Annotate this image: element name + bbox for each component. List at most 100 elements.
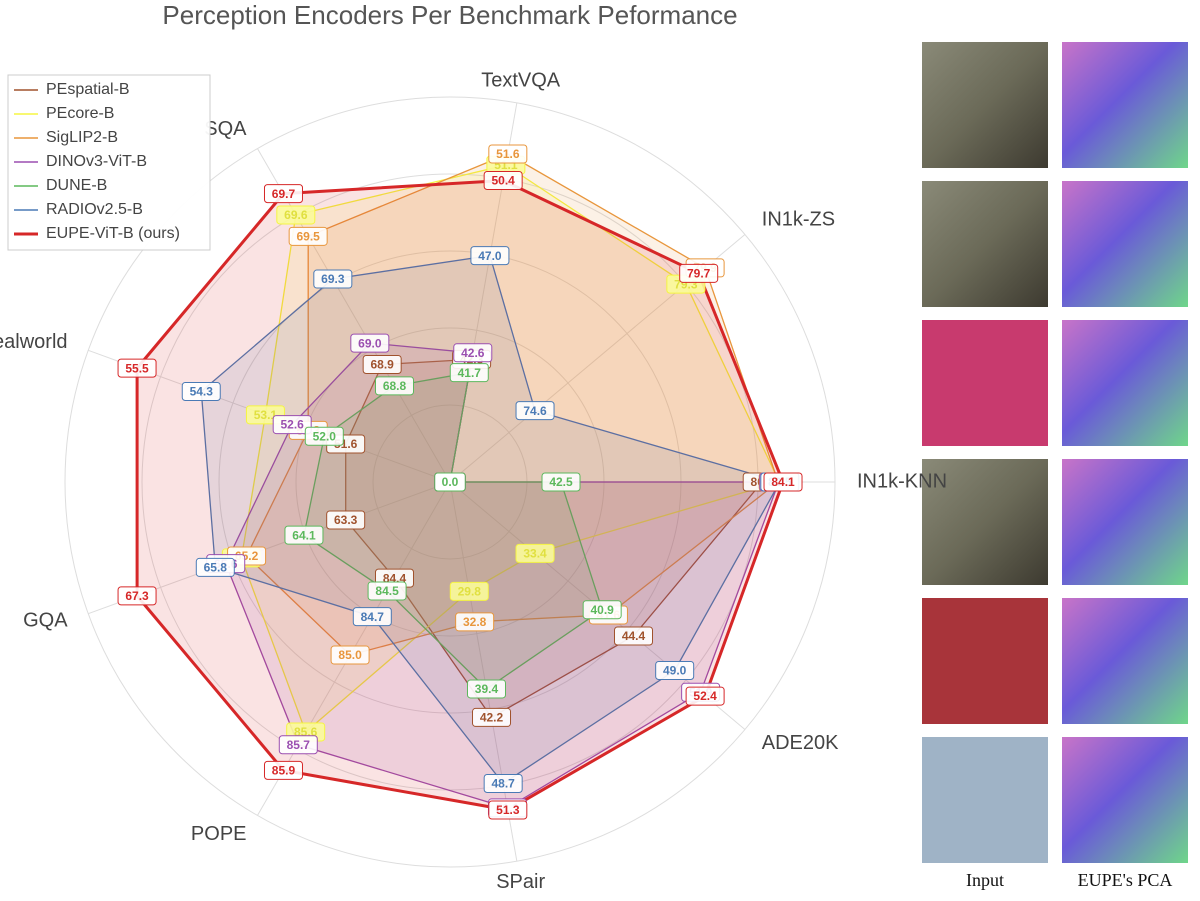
spoke [257, 148, 451, 483]
chart-title: Perception Encoders Per Benchmark Peform… [162, 0, 737, 30]
value-label-text: 51.3 [496, 803, 520, 817]
value-label-text: 29.8 [458, 584, 482, 598]
value-label: 42.6 [453, 343, 493, 363]
value-label: 85.9 [263, 760, 303, 780]
value-label-text: 42.5 [549, 475, 573, 489]
value-label: 68.8 [374, 376, 414, 396]
value-label: 41.7 [449, 363, 489, 383]
value-label-text: 48.7 [491, 777, 515, 791]
legend-label: PEspatial-B [46, 81, 130, 98]
axis-label: Realworld [0, 331, 68, 353]
value-label: 84.7 [352, 607, 392, 627]
value-label-box [278, 735, 318, 755]
axis-label: SQA [204, 118, 247, 140]
value-label-text: 65.8 [204, 561, 228, 575]
value-label-box [434, 472, 466, 492]
value-label-box [362, 355, 402, 375]
value-label-box [472, 707, 512, 727]
spoke [449, 481, 518, 862]
input-image [922, 598, 1048, 724]
value-label-box [263, 760, 303, 780]
value-label-text: 68.9 [370, 358, 394, 372]
value-label: 47.0 [470, 246, 510, 266]
value-label-text: 52.6 [281, 418, 305, 432]
value-label: 33.4 [515, 543, 555, 563]
caption: EUPE's PCA [1078, 870, 1173, 890]
value-label-text: 55.5 [125, 361, 149, 375]
value-label: 69.0 [350, 333, 390, 353]
value-label-box [655, 661, 695, 681]
legend-label: PEcore-B [46, 105, 114, 122]
value-label-box [483, 171, 523, 191]
value-label: 79.7 [679, 263, 719, 283]
pca-image [1062, 737, 1188, 863]
value-label: 51.6 [488, 144, 528, 164]
value-label-text: 63.3 [334, 513, 358, 527]
value-label-box [350, 333, 390, 353]
value-label-box [313, 269, 353, 289]
value-label-box [117, 586, 157, 606]
value-label: 32.8 [455, 612, 495, 632]
value-label-text: 85.9 [272, 764, 296, 778]
value-label-box [483, 774, 523, 794]
value-label-box [352, 607, 392, 627]
input-image [922, 459, 1048, 585]
value-label-box [470, 246, 510, 266]
pca-image [1062, 459, 1188, 585]
value-label-box [374, 376, 414, 396]
value-label: 50.4 [483, 171, 523, 191]
value-label: 48.7 [483, 774, 523, 794]
value-label: 69.6 [276, 205, 316, 225]
value-label-text: 85.7 [287, 738, 311, 752]
axis-label: IN1k-KNN [857, 470, 947, 492]
value-label-text: 69.7 [272, 187, 296, 201]
value-label-text: 54.3 [190, 385, 214, 399]
value-label: 40.9 [582, 600, 622, 620]
pca-image [1062, 181, 1188, 307]
input-image [922, 42, 1048, 168]
value-label-text: 39.4 [475, 682, 499, 696]
value-label-text: 69.3 [321, 272, 345, 286]
value-label-text: 41.7 [458, 366, 482, 380]
legend-label: EUPE-ViT-B (ours) [46, 225, 180, 242]
value-label: 84.5 [367, 581, 407, 601]
input-image [922, 320, 1048, 446]
value-label-box [117, 358, 157, 378]
value-label-box [488, 144, 528, 164]
axis-label: POPE [191, 823, 247, 845]
value-label-box [582, 600, 622, 620]
value-label: 42.2 [472, 707, 512, 727]
value-label-text: 69.0 [358, 336, 382, 350]
value-label: 52.0 [304, 426, 344, 446]
legend-box [7, 74, 211, 251]
value-label: 64.1 [284, 525, 324, 545]
value-label: 51.3 [488, 800, 528, 820]
value-label-text: 68.8 [383, 379, 407, 393]
value-label: 39.4 [466, 679, 506, 699]
value-label-box [455, 612, 495, 632]
value-label-text: 52.0 [313, 429, 337, 443]
value-label-text: 53.1 [254, 408, 278, 422]
axis-label: GQA [23, 609, 68, 631]
value-label: 55.5 [117, 358, 157, 378]
value-label: 0.0 [434, 472, 466, 492]
series-area [303, 371, 603, 690]
value-label-text: 74.6 [523, 404, 547, 418]
value-label-text: 44.4 [622, 629, 646, 643]
value-label-text: 84.5 [375, 584, 399, 598]
value-label: 63.3 [326, 510, 366, 530]
value-label-box [181, 381, 221, 401]
series-area [245, 153, 779, 656]
value-label: 52.6 [272, 415, 312, 435]
value-label: 69.7 [263, 184, 303, 204]
value-label-box [326, 510, 366, 530]
value-label-text: 85.0 [338, 648, 362, 662]
value-label-box [449, 363, 489, 383]
value-label-text: 84.1 [771, 475, 795, 489]
value-label: 49.0 [655, 661, 695, 681]
axis-label: TextVQA [481, 69, 561, 91]
value-label-text: 42.2 [480, 711, 504, 725]
value-label-box [614, 626, 654, 646]
value-label: 85.0 [330, 645, 370, 665]
